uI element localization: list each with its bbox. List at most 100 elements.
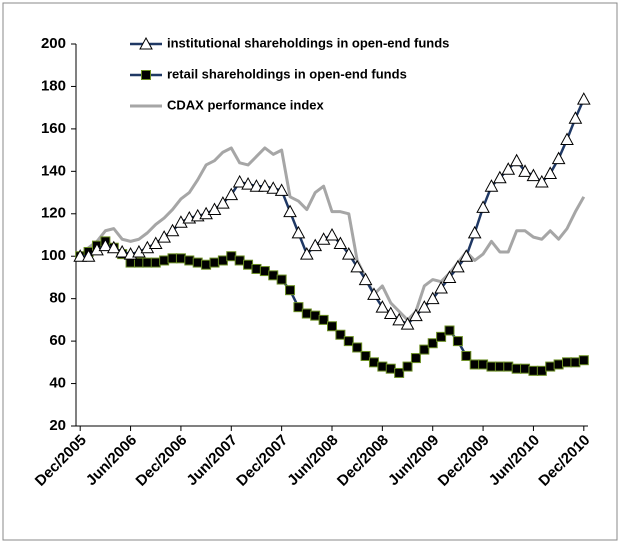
data-point: [518, 164, 532, 177]
data-point: [543, 166, 558, 179]
data-point: [285, 285, 296, 296]
data-point: [536, 365, 547, 376]
data-point: [148, 236, 163, 249]
data-point: [486, 361, 497, 372]
data-point: [520, 363, 531, 374]
data-point: [560, 132, 574, 145]
y-tick-label: 180: [41, 77, 66, 94]
data-point: [325, 227, 339, 241]
data-point: [368, 357, 379, 368]
data-point: [142, 257, 153, 268]
data-point: [115, 244, 130, 258]
data-point: [274, 183, 289, 196]
data-point: [291, 225, 306, 239]
data-point: [434, 281, 448, 294]
data-point: [377, 361, 388, 372]
data-point: [343, 336, 354, 347]
data-point: [410, 353, 421, 364]
data-point: [81, 249, 96, 262]
data-point: [308, 238, 323, 252]
data-point: [216, 196, 230, 209]
data-point: [299, 247, 314, 260]
data-point: [341, 247, 356, 260]
data-point: [157, 230, 171, 243]
data-point: [576, 92, 591, 105]
data-point: [503, 361, 514, 372]
data-point: [301, 308, 312, 319]
data-point: [551, 151, 566, 165]
data-point: [360, 350, 371, 361]
legend-label: CDAX performance index: [167, 97, 325, 112]
data-point: [478, 359, 489, 370]
y-tick-label: 20: [49, 417, 66, 434]
data-point: [232, 174, 247, 188]
data-point: [545, 361, 556, 372]
series-line: [79, 146, 586, 322]
data-point: [327, 321, 337, 332]
data-point: [165, 223, 180, 237]
data-point: [192, 257, 203, 268]
data-point: [234, 255, 245, 266]
data-point: [258, 179, 272, 192]
data-point: [333, 236, 348, 249]
data-point: [409, 308, 423, 322]
data-point: [526, 168, 541, 182]
data-point: [217, 255, 228, 266]
data-point: [459, 249, 474, 262]
data-point: [469, 359, 480, 370]
data-point: [243, 259, 254, 270]
data-point: [259, 266, 270, 277]
legend-marker: [141, 70, 151, 80]
data-point: [167, 253, 178, 264]
data-point: [159, 255, 170, 266]
data-point: [484, 179, 499, 192]
data-point: [73, 249, 88, 262]
data-point: [283, 204, 297, 218]
data-point: [310, 310, 321, 321]
legend-marker: [139, 36, 153, 50]
data-point: [184, 255, 195, 266]
data-point: [226, 251, 237, 262]
y-tick-label: 60: [49, 332, 66, 349]
y-tick-label: 160: [41, 120, 66, 137]
data-point: [358, 272, 373, 286]
data-point: [318, 314, 329, 325]
data-point: [251, 263, 262, 274]
data-point: [350, 259, 365, 273]
data-point: [452, 336, 463, 347]
data-point: [419, 344, 430, 355]
data-point: [241, 177, 255, 190]
data-point: [392, 312, 406, 326]
data-point: [209, 257, 220, 268]
data-point: [201, 259, 212, 270]
data-point: [266, 181, 281, 194]
y-tick-label: 200: [41, 35, 66, 52]
data-point: [106, 240, 121, 254]
data-point: [442, 270, 457, 283]
data-point: [175, 253, 186, 264]
data-point: [578, 355, 589, 366]
data-point: [494, 361, 505, 372]
y-tick-label: 120: [41, 205, 66, 222]
data-point: [150, 257, 161, 268]
legend-label: retail shareholdings in open-end funds: [167, 66, 407, 81]
data-point: [249, 179, 264, 192]
y-tick-label: 140: [41, 162, 66, 179]
y-tick-label: 80: [49, 290, 66, 307]
data-point: [467, 225, 482, 239]
data-point: [444, 325, 455, 336]
data-point: [509, 153, 524, 167]
y-tick-label: 100: [41, 247, 66, 264]
data-point: [562, 357, 573, 368]
y-tick-label: 40: [49, 375, 66, 392]
data-point: [427, 338, 438, 349]
data-point: [383, 306, 398, 320]
data-point: [553, 359, 564, 370]
data-point: [493, 170, 507, 184]
data-point: [276, 274, 287, 285]
data-point: [528, 365, 539, 376]
data-point: [570, 357, 581, 368]
data-point: [461, 350, 472, 361]
